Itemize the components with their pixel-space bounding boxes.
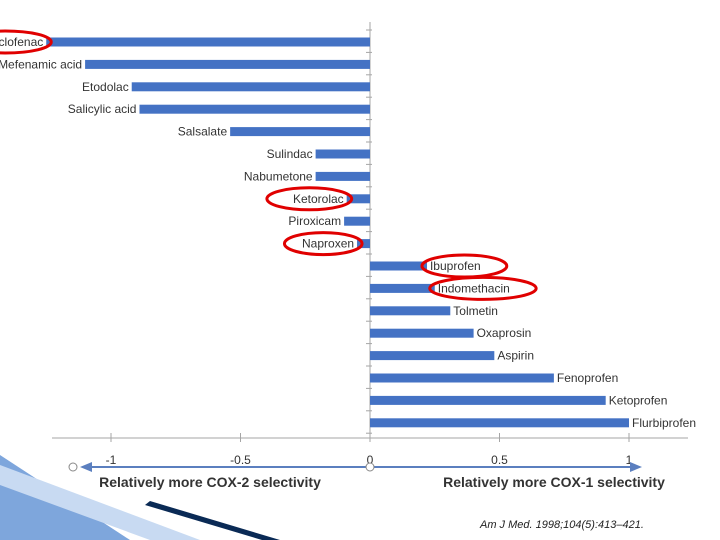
bar	[370, 328, 474, 338]
x-axis-label-left: Relatively more COX-2 selectivity	[99, 474, 321, 490]
x-tick-label: 1	[626, 453, 633, 467]
bar-label: Naproxen	[302, 237, 354, 251]
bar	[344, 216, 370, 226]
bar	[46, 37, 370, 47]
bar	[230, 127, 370, 137]
arrow-left-head	[80, 462, 92, 472]
highlight-circle	[282, 231, 364, 257]
bar-label: Oxaprosin	[477, 326, 532, 340]
bar	[370, 418, 629, 428]
arrow-right-head	[630, 462, 642, 472]
bar-label: Etodolac	[82, 80, 129, 94]
x-axis-label-group: Relatively more COX-2 selectivity Relati…	[28, 462, 698, 494]
bar-label: Tolmetin	[453, 304, 498, 318]
x-tick-label: -1	[106, 453, 117, 467]
citation: Am J Med. 1998;104(5):413–421.	[480, 519, 644, 531]
bar-label: Ketorolac	[293, 192, 344, 206]
bar-label: Piroxicam	[288, 214, 341, 228]
bar	[370, 373, 554, 383]
bar	[370, 351, 495, 361]
bar	[85, 59, 370, 69]
x-tick-label: 0.5	[491, 453, 508, 467]
bar-label: Aspirin	[497, 349, 534, 363]
bar-label: Ibuprofen	[430, 259, 481, 273]
highlight-circle	[265, 186, 354, 212]
bar-label: Ketoprofen	[609, 393, 668, 407]
arrow-center-marker	[365, 462, 375, 472]
bar	[139, 104, 370, 114]
bar	[346, 194, 370, 204]
x-tick-label: -0.5	[230, 453, 251, 467]
bar	[315, 149, 370, 159]
highlight-circle	[428, 275, 538, 301]
x-tick-label: 0	[367, 453, 374, 467]
corner-decoration	[0, 455, 280, 540]
bar-label: Salsalate	[178, 125, 228, 139]
bar-label: Sulindac	[267, 147, 313, 161]
bar-label: Salicylic acid	[68, 102, 137, 116]
bar-label: Diclofenac	[0, 35, 43, 49]
bar-label: Fenoprofen	[557, 371, 618, 385]
highlight-circle	[0, 29, 53, 55]
bar-label: Nabumetone	[244, 169, 313, 183]
x-axis-label-right: Relatively more COX-1 selectivity	[443, 474, 665, 490]
bar	[370, 261, 427, 271]
bar	[370, 306, 451, 316]
bar	[315, 171, 370, 181]
bar-label: Indomethacin	[438, 281, 510, 295]
bar-label: Flurbiprofen	[632, 416, 696, 430]
bar	[370, 283, 435, 293]
x-axis-label-band	[28, 466, 698, 494]
arrow-left-marker	[68, 462, 78, 472]
bar	[370, 395, 606, 405]
corner-swoosh-pale	[0, 465, 200, 540]
bar-label: Mefenamic acid	[0, 57, 82, 71]
corner-swoosh-dark	[145, 501, 280, 540]
bar	[131, 82, 370, 92]
